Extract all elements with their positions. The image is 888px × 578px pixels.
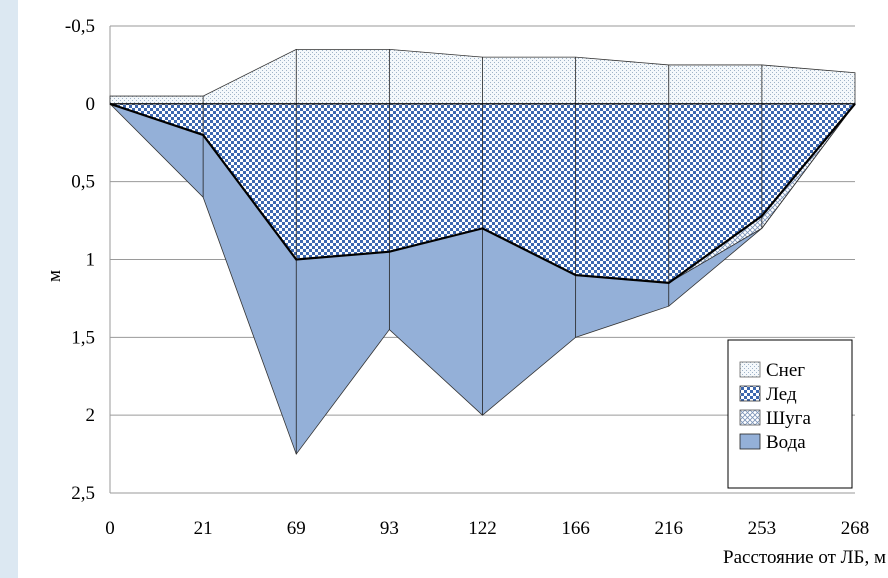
x-tick-label-268: 268 [841, 518, 870, 539]
x-axis-label: Расстояние от ЛБ, м [723, 547, 886, 568]
y-tick-label-0: -0,5 [65, 16, 95, 37]
legend-label-water: Вода [766, 432, 806, 453]
y-tick-label-3: 1 [86, 250, 96, 271]
x-tick-label-93: 93 [380, 518, 399, 539]
x-tick-label-216: 216 [655, 518, 684, 539]
legend-label-ice: Лед [766, 384, 797, 405]
legend-swatch-slush [739, 409, 761, 426]
y-tick-label-4: 1,5 [71, 327, 95, 348]
x-tick-label-21: 21 [194, 518, 213, 539]
y-axis-label: м [44, 270, 65, 282]
x-tick-label-253: 253 [748, 518, 777, 539]
legend-swatch-water [739, 433, 761, 450]
y-tick-label-5: 2 [86, 405, 96, 426]
x-tick-label-69: 69 [287, 518, 306, 539]
x-tick-label-0: 0 [105, 518, 115, 539]
y-tick-label-2: 0,5 [71, 172, 95, 193]
y-tick-label-1: 0 [86, 94, 96, 115]
legend-swatch-ice [739, 385, 761, 402]
x-tick-label-166: 166 [561, 518, 590, 539]
x-tick-label-122: 122 [468, 518, 497, 539]
legend-label-snow: Снег [766, 360, 805, 381]
legend: Снег Лед Шуга Вода [727, 339, 853, 489]
y-tick-label-6: 2,5 [71, 483, 95, 504]
legend-label-slush: Шуга [766, 408, 811, 429]
legend-swatch-snow [739, 361, 761, 378]
ice-bottom-line [109, 102, 856, 284]
